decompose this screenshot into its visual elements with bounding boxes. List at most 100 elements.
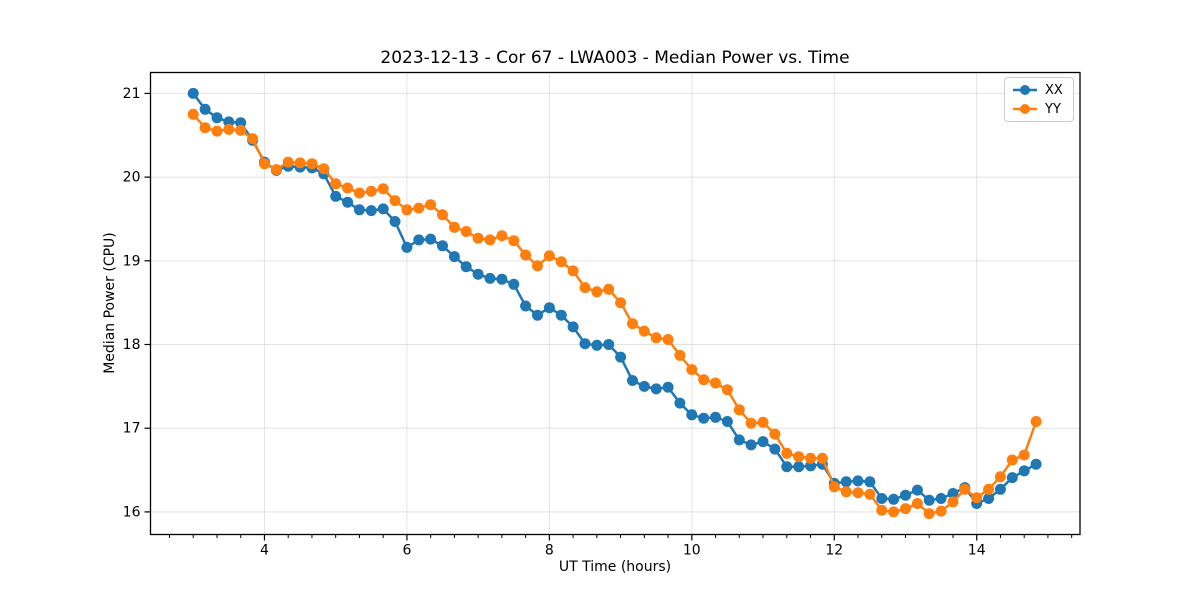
data-point-yy bbox=[532, 260, 543, 272]
data-point-yy bbox=[591, 286, 603, 298]
data-point-xx bbox=[472, 268, 484, 280]
data-point-yy bbox=[353, 187, 365, 199]
data-point-yy bbox=[911, 498, 923, 509]
data-point-xx bbox=[401, 241, 413, 253]
data-point-yy bbox=[662, 334, 674, 345]
data-point-yy bbox=[840, 486, 852, 498]
data-point-xx bbox=[698, 412, 710, 424]
data-point-xx bbox=[211, 112, 223, 124]
data-point-yy bbox=[472, 232, 484, 244]
data-point-xx bbox=[425, 233, 437, 245]
data-point-yy bbox=[710, 377, 721, 389]
data-point-yy bbox=[781, 447, 793, 459]
data-point-yy bbox=[733, 404, 745, 416]
data-point-yy bbox=[270, 164, 282, 176]
data-point-xx bbox=[793, 461, 805, 473]
plot-frame bbox=[149, 71, 1081, 536]
data-point-yy bbox=[994, 471, 1006, 483]
data-point-yy bbox=[223, 123, 235, 135]
data-point-xx bbox=[852, 475, 864, 487]
y-tick-label: 20 bbox=[123, 170, 141, 186]
data-point-yy bbox=[828, 481, 840, 493]
data-point-xx bbox=[603, 339, 615, 350]
data-point-xx bbox=[935, 493, 947, 504]
data-point-xx bbox=[437, 240, 448, 252]
data-point-yy bbox=[330, 178, 342, 190]
y-tick-label: 21 bbox=[123, 86, 141, 102]
legend-label-yy: YY bbox=[1045, 101, 1061, 117]
data-point-yy bbox=[425, 199, 437, 211]
y-axis-label: Median Power (CPU) bbox=[102, 232, 118, 374]
data-point-xx bbox=[674, 397, 686, 409]
data-point-yy bbox=[579, 282, 591, 294]
data-point-yy bbox=[674, 349, 686, 361]
data-point-xx bbox=[983, 493, 995, 504]
data-point-yy bbox=[864, 488, 876, 500]
data-point-yy bbox=[1006, 454, 1018, 466]
data-point-yy bbox=[437, 209, 448, 221]
data-point-xx bbox=[769, 443, 781, 455]
data-point-yy bbox=[235, 124, 247, 136]
data-point-yy bbox=[686, 364, 698, 376]
data-point-yy bbox=[365, 185, 377, 197]
data-point-yy bbox=[793, 451, 805, 463]
data-point-xx bbox=[330, 190, 342, 202]
data-point-yy bbox=[650, 332, 662, 344]
data-point-yy bbox=[247, 133, 259, 145]
data-point-yy bbox=[567, 265, 579, 277]
data-point-xx bbox=[900, 489, 911, 501]
data-point-xx bbox=[496, 273, 508, 285]
data-point-xx bbox=[1030, 458, 1042, 470]
data-point-xx bbox=[508, 278, 520, 290]
legend-label-xx: XX bbox=[1045, 82, 1063, 98]
data-point-xx bbox=[745, 439, 757, 451]
data-point-xx bbox=[377, 203, 389, 215]
data-point-yy bbox=[294, 157, 306, 169]
data-point-yy bbox=[259, 158, 270, 170]
x-tick-label: 8 bbox=[545, 543, 554, 559]
data-point-xx bbox=[864, 476, 876, 488]
data-point-yy bbox=[306, 158, 318, 170]
data-point-xx bbox=[353, 204, 365, 216]
legend: XX YY bbox=[1004, 77, 1074, 122]
data-point-xx bbox=[365, 205, 377, 217]
data-point-yy bbox=[282, 156, 294, 168]
data-point-yy bbox=[496, 230, 508, 242]
data-point-yy bbox=[187, 108, 199, 120]
data-point-yy bbox=[199, 122, 211, 134]
x-tick-label: 12 bbox=[825, 543, 843, 559]
y-tick-label: 19 bbox=[123, 253, 141, 269]
data-point-yy bbox=[852, 487, 864, 499]
data-point-yy bbox=[923, 508, 935, 520]
data-point-xx bbox=[876, 493, 888, 504]
data-point-xx bbox=[460, 261, 472, 273]
data-point-yy bbox=[757, 416, 769, 428]
data-point-yy bbox=[603, 283, 615, 295]
data-point-xx bbox=[947, 488, 959, 499]
data-point-xx bbox=[840, 476, 852, 488]
data-point-xx bbox=[567, 321, 579, 333]
data-point-yy bbox=[627, 318, 638, 330]
data-point-yy bbox=[971, 492, 983, 504]
data-point-yy bbox=[342, 182, 354, 194]
x-tick-label: 6 bbox=[402, 543, 411, 559]
data-point-xx bbox=[781, 461, 793, 473]
x-tick-label: 14 bbox=[968, 543, 986, 559]
data-point-xx bbox=[733, 434, 745, 446]
data-point-yy bbox=[543, 250, 555, 262]
data-point-xx bbox=[615, 351, 627, 363]
data-point-xx bbox=[650, 383, 662, 395]
y-tick-label: 17 bbox=[123, 421, 141, 437]
data-point-xx bbox=[543, 302, 555, 314]
x-tick-label: 10 bbox=[683, 543, 701, 559]
data-point-yy bbox=[318, 163, 330, 175]
y-tick-label: 16 bbox=[123, 504, 141, 520]
data-point-xx bbox=[484, 272, 496, 284]
data-point-yy bbox=[876, 504, 888, 516]
data-point-yy bbox=[460, 226, 472, 237]
data-point-yy bbox=[484, 234, 496, 246]
data-point-yy bbox=[448, 221, 460, 233]
data-point-yy bbox=[638, 325, 650, 337]
